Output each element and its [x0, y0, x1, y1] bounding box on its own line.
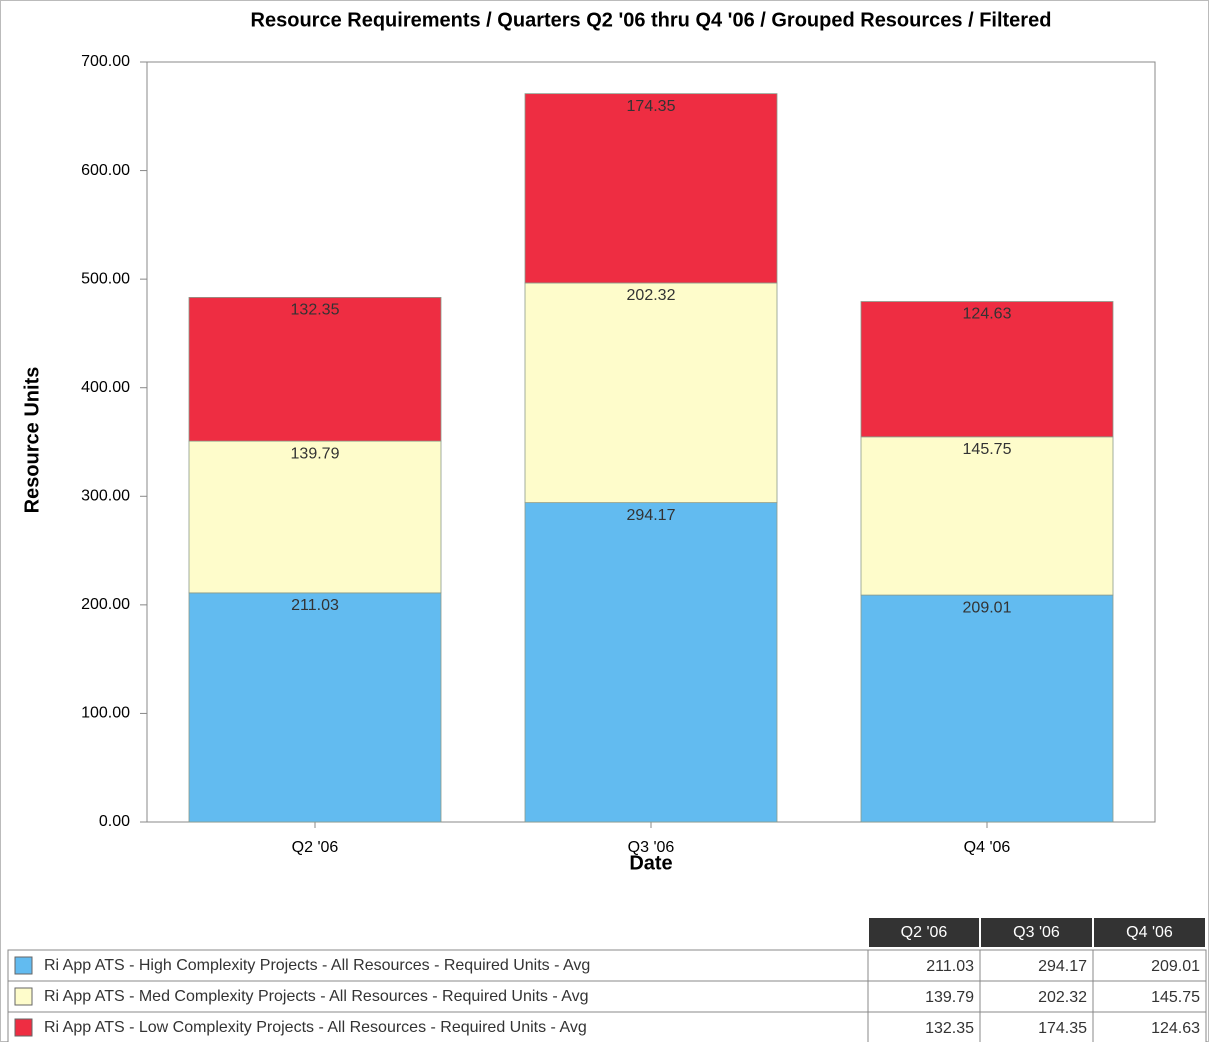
- y-tick-label: 500.00: [81, 270, 130, 287]
- data-label: 209.01: [963, 599, 1012, 616]
- table-header-text: Q4 '06: [1126, 924, 1173, 941]
- table-header-cell: [869, 918, 979, 947]
- table-value: 174.35: [1038, 1020, 1087, 1037]
- legend-label: Ri App ATS - Low Complexity Projects - A…: [44, 1019, 587, 1036]
- legend-label: Ri App ATS - Med Complexity Projects - A…: [44, 988, 589, 1005]
- bar-segment: [188, 592, 442, 823]
- table-value: 209.01: [1151, 958, 1200, 975]
- table-header-text: Q2 '06: [901, 924, 948, 941]
- data-label: 139.79: [291, 445, 340, 462]
- table-value: 145.75: [1151, 989, 1200, 1006]
- data-label: 211.03: [291, 597, 339, 614]
- table-value: 294.17: [1038, 958, 1087, 975]
- bar-segment: [188, 297, 442, 442]
- data-label: 174.35: [627, 98, 676, 115]
- y-tick-label: 100.00: [81, 705, 130, 722]
- y-axis-label: Resource Units: [21, 367, 43, 514]
- table-row: [7, 1011, 1207, 1042]
- table-value: 211.03: [926, 958, 974, 975]
- x-tick-label: Q4 '06: [964, 839, 1011, 856]
- y-tick-label: 200.00: [81, 596, 130, 613]
- legend-swatch: [14, 1018, 33, 1037]
- table-value: 132.35: [925, 1020, 974, 1037]
- table-row: [7, 949, 1207, 982]
- x-tick-label: Q3 '06: [628, 839, 675, 856]
- x-axis-label: Date: [629, 852, 672, 874]
- data-label: 124.63: [963, 306, 1012, 323]
- bar-segment: [524, 282, 778, 504]
- y-tick-label: 700.00: [81, 53, 130, 70]
- legend-swatch: [14, 987, 33, 1006]
- y-tick-label: 0.00: [99, 813, 130, 830]
- table-value: 124.63: [1151, 1020, 1200, 1037]
- bar-segment: [860, 436, 1114, 596]
- bar-segment: [860, 301, 1114, 438]
- y-tick-label: 600.00: [81, 162, 130, 179]
- bar-segment: [860, 594, 1114, 823]
- legend-swatch: [14, 956, 33, 975]
- x-tick-label: Q2 '06: [292, 839, 339, 856]
- data-label: 202.32: [627, 287, 676, 304]
- data-label: 294.17: [627, 507, 676, 524]
- y-tick-label: 300.00: [81, 488, 130, 505]
- table-value: 139.79: [925, 989, 974, 1006]
- table-value: 202.32: [1038, 989, 1087, 1006]
- bar-segment: [188, 440, 442, 594]
- bar-segment: [524, 502, 778, 823]
- y-tick-label: 400.00: [81, 379, 130, 396]
- chart-title: Resource Requirements / Quarters Q2 '06 …: [251, 9, 1052, 31]
- data-label: 132.35: [291, 302, 340, 319]
- bar-segment: [524, 93, 778, 284]
- data-label: 145.75: [963, 441, 1012, 458]
- table-header-text: Q3 '06: [1013, 924, 1060, 941]
- table-header-cell: [981, 918, 1092, 947]
- table-row: [7, 980, 1207, 1013]
- legend-label: Ri App ATS - High Complexity Projects - …: [44, 957, 590, 974]
- table-header-cell: [1094, 918, 1205, 947]
